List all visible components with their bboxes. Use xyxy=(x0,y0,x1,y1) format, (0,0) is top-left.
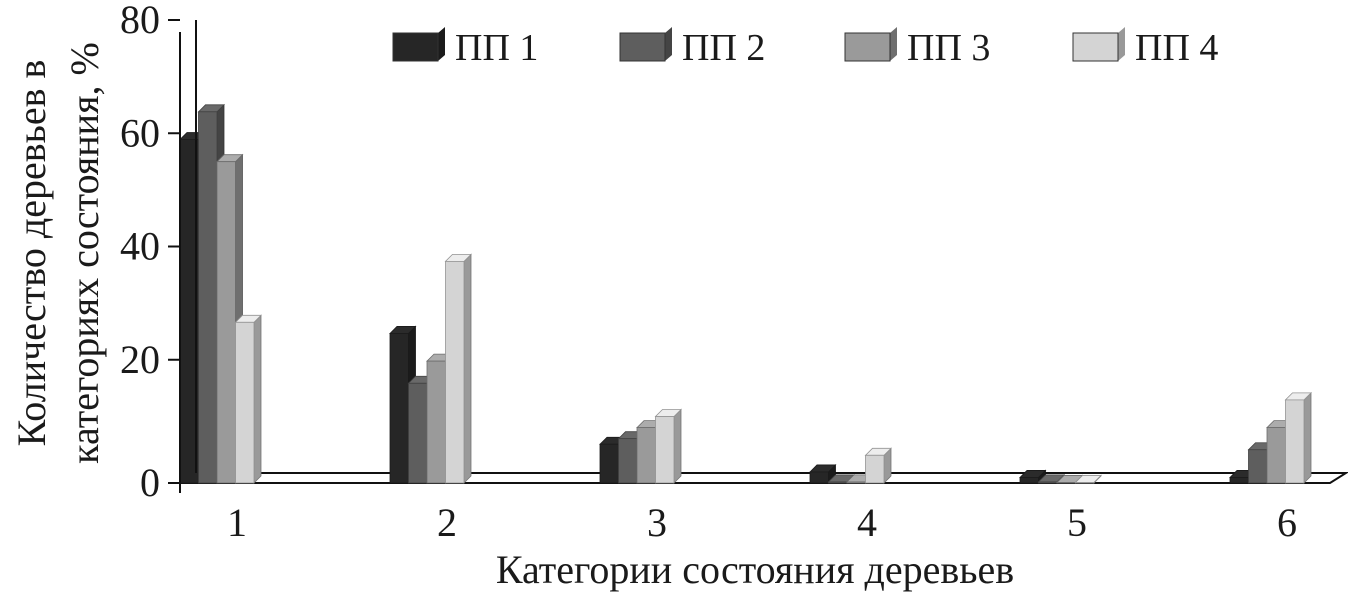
legend-item: ПП 3 xyxy=(844,27,990,69)
bar-front xyxy=(618,438,638,484)
y-axis-ticks: 0 20 40 60 80 xyxy=(120,0,180,505)
legend-label: ПП 4 xyxy=(1135,27,1218,69)
bar-front xyxy=(426,360,446,484)
legend-swatch xyxy=(844,32,891,62)
bar xyxy=(864,447,892,484)
bar-front xyxy=(216,161,236,484)
legend-label: ПП 3 xyxy=(907,27,990,69)
y-axis-title-line2: категориях состояния, % xyxy=(62,42,107,464)
y-tick-label: 40 xyxy=(120,224,160,269)
legend-swatch xyxy=(1072,32,1119,62)
legend-label: ПП 2 xyxy=(682,27,765,69)
bar-front xyxy=(1266,427,1286,484)
bar xyxy=(1074,474,1102,484)
bar-front xyxy=(408,382,428,484)
bar-front xyxy=(1075,482,1095,484)
x-tick-label: 6 xyxy=(1277,500,1297,545)
legend-swatch-side xyxy=(890,27,897,61)
chart-floor xyxy=(176,472,1348,484)
legend-swatch xyxy=(392,32,439,62)
x-axis-title: Категории состояния деревьев xyxy=(496,547,1014,592)
chart-walls xyxy=(176,472,1348,484)
bar-side xyxy=(463,253,472,484)
bar-side xyxy=(673,408,682,484)
bar-side xyxy=(1303,391,1312,484)
x-tick-label: 2 xyxy=(437,500,457,545)
bar-side xyxy=(253,314,262,484)
legend-swatch-side xyxy=(1118,27,1125,61)
x-axis-ticks: 1 2 3 4 5 6 xyxy=(227,500,1297,545)
bar-front xyxy=(445,260,465,484)
bar-front xyxy=(1248,449,1268,484)
legend-swatch-side xyxy=(438,27,445,61)
bar xyxy=(654,408,682,484)
bar-front xyxy=(865,454,885,484)
x-tick-label: 4 xyxy=(857,500,877,545)
axes-group xyxy=(179,20,197,493)
x-tick-label: 5 xyxy=(1067,500,1087,545)
bar-front xyxy=(828,481,848,484)
y-axis-title-line1: Количество деревьев в xyxy=(9,60,54,447)
legend-item: ПП 4 xyxy=(1072,27,1218,69)
bar-front xyxy=(1285,399,1305,484)
legend-item: ПП 1 xyxy=(392,27,538,69)
legend-label: ПП 1 xyxy=(455,27,538,69)
bar-front xyxy=(655,416,675,484)
bar-front xyxy=(1038,481,1058,484)
legend-swatch xyxy=(619,32,666,62)
y-tick-label: 0 xyxy=(140,460,160,505)
y-tick-label: 80 xyxy=(120,0,160,42)
legend: ПП 1 ПП 2 ПП 3 ПП 4 xyxy=(392,27,1218,69)
bars-group xyxy=(179,103,1312,484)
bar xyxy=(444,253,472,484)
bar-front xyxy=(389,333,409,484)
legend-item: ПП 2 xyxy=(619,27,765,69)
x-tick-label: 3 xyxy=(647,500,667,545)
bar-front xyxy=(846,481,866,484)
bar-front xyxy=(235,321,255,484)
bar xyxy=(234,314,262,484)
bar-front xyxy=(1019,477,1039,484)
legend-swatch-side xyxy=(665,27,672,61)
x-tick-label: 1 xyxy=(227,500,247,545)
bar-front xyxy=(198,111,218,484)
bar xyxy=(1284,391,1312,484)
y-tick-label: 20 xyxy=(120,337,160,382)
bar-front xyxy=(1229,477,1249,484)
y-tick-label: 60 xyxy=(120,110,160,155)
bar-front xyxy=(599,443,619,484)
bar-front xyxy=(1056,482,1076,484)
bar-front xyxy=(636,427,656,484)
bar-front xyxy=(809,471,829,484)
